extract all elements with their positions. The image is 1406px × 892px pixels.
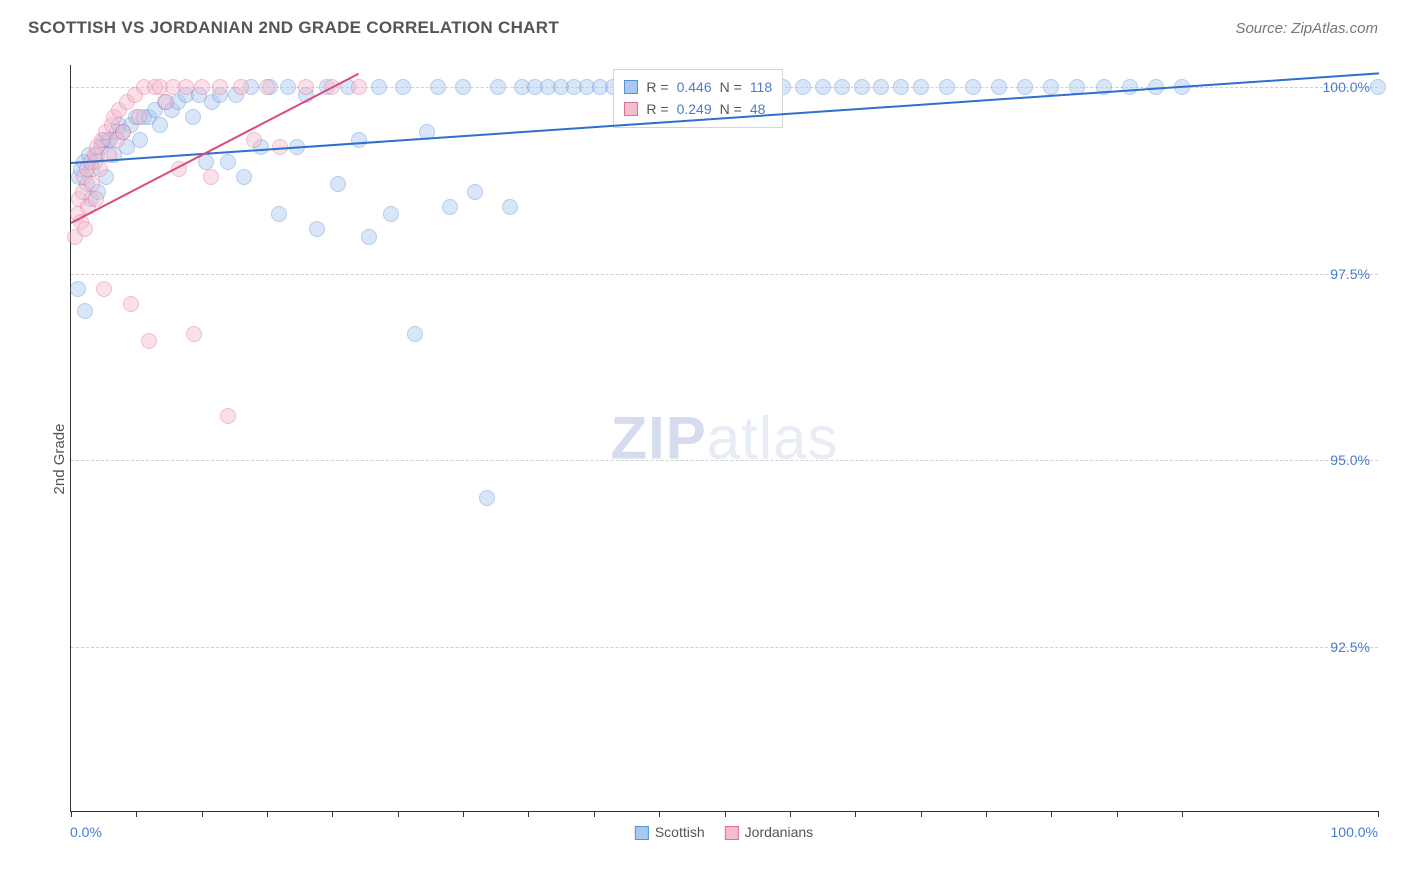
data-point-scottish: [132, 132, 148, 148]
data-point-scottish: [152, 117, 168, 133]
data-point-jordanians: [259, 79, 275, 95]
y-tick-label: 100.0%: [1323, 79, 1370, 95]
x-axis-labels: 0.0% Scottish Jordanians 100.0%: [70, 824, 1378, 844]
data-point-jordanians: [84, 176, 100, 192]
data-point-scottish: [407, 326, 423, 342]
y-tick-label: 97.5%: [1330, 266, 1370, 282]
data-point-jordanians: [220, 408, 236, 424]
data-point-scottish: [502, 199, 518, 215]
data-point-jordanians: [123, 296, 139, 312]
x-tick: [1117, 811, 1118, 817]
data-point-jordanians: [131, 109, 147, 125]
x-tick: [136, 811, 137, 817]
y-tick-label: 95.0%: [1330, 452, 1370, 468]
x-tick: [71, 811, 72, 817]
data-point-scottish: [430, 79, 446, 95]
gridline: [71, 274, 1378, 275]
data-point-scottish: [795, 79, 811, 95]
data-point-jordanians: [178, 79, 194, 95]
data-point-scottish: [834, 79, 850, 95]
x-tick: [986, 811, 987, 817]
data-point-scottish: [1017, 79, 1033, 95]
legend-item: Scottish: [635, 824, 705, 840]
watermark: ZIPatlas: [610, 404, 838, 473]
chart-title: SCOTTISH VS JORDANIAN 2ND GRADE CORRELAT…: [28, 18, 559, 38]
x-tick: [463, 811, 464, 817]
chart-source: Source: ZipAtlas.com: [1235, 20, 1378, 37]
data-point-scottish: [236, 169, 252, 185]
data-point-scottish: [467, 184, 483, 200]
legend: Scottish Jordanians: [635, 824, 813, 840]
x-tick: [725, 811, 726, 817]
x-tick: [790, 811, 791, 817]
data-point-scottish: [280, 79, 296, 95]
data-point-scottish: [893, 79, 909, 95]
data-point-jordanians: [351, 79, 367, 95]
x-tick: [202, 811, 203, 817]
x-tick: [1378, 811, 1379, 817]
data-point-jordanians: [246, 132, 262, 148]
data-point-scottish: [185, 109, 201, 125]
data-point-scottish: [442, 199, 458, 215]
data-point-scottish: [1043, 79, 1059, 95]
x-tick: [528, 811, 529, 817]
data-point-scottish: [361, 229, 377, 245]
data-point-scottish: [455, 79, 471, 95]
data-point-scottish: [913, 79, 929, 95]
data-point-scottish: [271, 206, 287, 222]
y-axis-label: 2nd Grade: [51, 423, 68, 494]
data-point-jordanians: [298, 79, 314, 95]
data-point-scottish: [873, 79, 889, 95]
data-point-scottish: [383, 206, 399, 222]
x-tick: [267, 811, 268, 817]
data-point-scottish: [939, 79, 955, 95]
data-point-scottish: [70, 281, 86, 297]
gridline: [71, 460, 1378, 461]
plot-region: ZIPatlas 100.0% 97.5% 95.0% 92.5% R =0.446N …: [70, 65, 1378, 812]
x-tick: [594, 811, 595, 817]
data-point-scottish: [77, 303, 93, 319]
x-tick: [398, 811, 399, 817]
data-point-jordanians: [186, 326, 202, 342]
x-tick: [855, 811, 856, 817]
legend-item: Jordanians: [725, 824, 814, 840]
x-tick: [1051, 811, 1052, 817]
stats-row-scottish: R =0.446N =118: [624, 76, 772, 98]
data-point-scottish: [991, 79, 1007, 95]
x-axis-min-label: 0.0%: [70, 824, 102, 840]
data-point-scottish: [965, 79, 981, 95]
x-tick: [659, 811, 660, 817]
data-point-jordanians: [203, 169, 219, 185]
data-point-scottish: [395, 79, 411, 95]
data-point-scottish: [490, 79, 506, 95]
data-point-scottish: [815, 79, 831, 95]
data-point-scottish: [479, 490, 495, 506]
chart-area: 2nd Grade ZIPatlas 100.0% 97.5% 95.0% 92.5%…: [28, 55, 1378, 862]
data-point-jordanians: [96, 281, 112, 297]
y-tick-label: 92.5%: [1330, 639, 1370, 655]
data-point-jordanians: [212, 79, 228, 95]
x-axis-max-label: 100.0%: [1331, 824, 1378, 840]
data-point-scottish: [220, 154, 236, 170]
data-point-jordanians: [158, 94, 174, 110]
data-point-scottish: [854, 79, 870, 95]
data-point-jordanians: [77, 221, 93, 237]
chart-header: SCOTTISH VS JORDANIAN 2ND GRADE CORRELAT…: [28, 18, 1378, 38]
data-point-scottish: [309, 221, 325, 237]
data-point-jordanians: [92, 161, 108, 177]
x-tick: [1182, 811, 1183, 817]
data-point-scottish: [1370, 79, 1386, 95]
x-tick: [332, 811, 333, 817]
data-point-jordanians: [233, 79, 249, 95]
data-point-jordanians: [141, 333, 157, 349]
data-point-scottish: [351, 132, 367, 148]
data-point-jordanians: [115, 124, 131, 140]
data-point-scottish: [1122, 79, 1138, 95]
x-tick: [921, 811, 922, 817]
data-point-jordanians: [194, 79, 210, 95]
gridline: [71, 647, 1378, 648]
data-point-scottish: [330, 176, 346, 192]
data-point-scottish: [371, 79, 387, 95]
